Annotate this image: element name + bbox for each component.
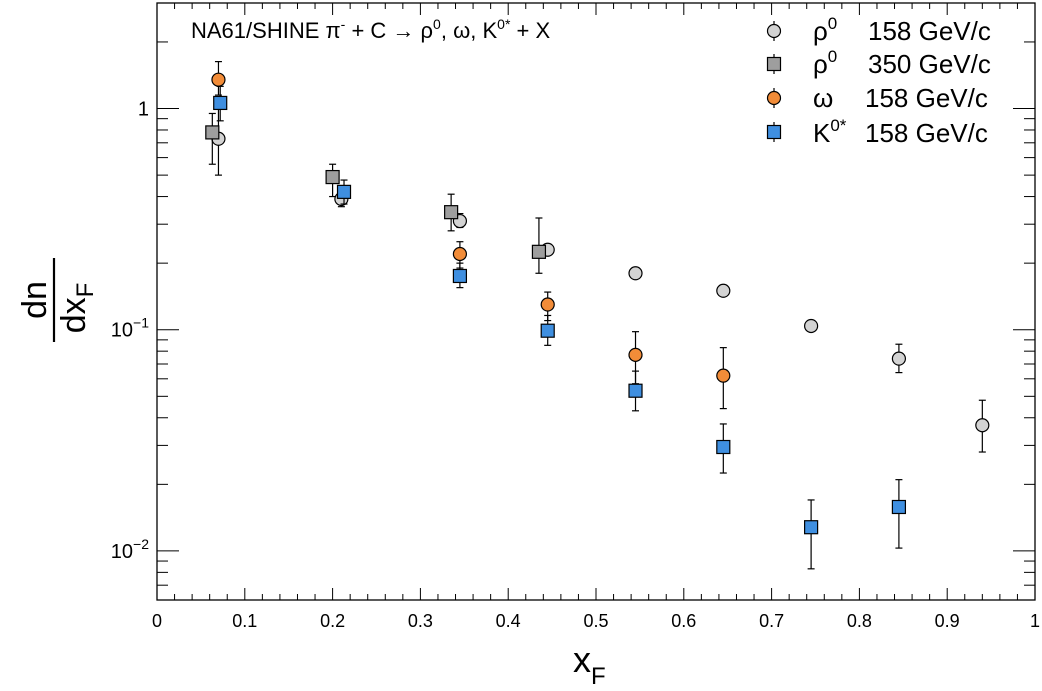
x-tick-label: 0.2 [320, 611, 345, 631]
data-point [540, 323, 555, 338]
data-point [804, 520, 819, 535]
legend-marker [766, 23, 782, 39]
x-tick-label: 0.5 [583, 611, 608, 631]
series-3 [213, 85, 907, 570]
series-2 [211, 61, 731, 410]
data-point [716, 283, 731, 298]
data-point [716, 368, 731, 383]
data-point [975, 418, 990, 433]
axes: 0 0.1 0.2 0.3 0.4 0.5 0.6 0.7 0.8 0.9 1 1 10−1 10−2 [111, 2, 1040, 631]
data-point [213, 95, 228, 111]
data-point [628, 383, 643, 398]
x-tick-label: 0 [152, 611, 162, 631]
data-point [325, 169, 340, 185]
y-tick-label: 10−1 [111, 315, 149, 342]
y-axis-label-numerator: dn [16, 281, 54, 319]
data-point [531, 244, 547, 259]
x-tick-label: 0.1 [232, 611, 257, 631]
data-point [444, 205, 459, 220]
x-tick-label: 0.7 [759, 611, 784, 631]
x-tick-label: 0.6 [671, 611, 696, 631]
data-point [452, 268, 468, 284]
chart-title: NA61/SHINE π- + C → ρ0, ω, K0* + X [191, 16, 550, 43]
legend-marker [766, 124, 782, 140]
series-1 [205, 112, 547, 274]
data-point [804, 318, 819, 334]
legend-marker-circle [766, 21, 782, 41]
y-tick-label: 10−2 [111, 536, 149, 563]
data-point [205, 125, 220, 140]
x-tick-label: 0.8 [847, 611, 872, 631]
legend-label: ω 158 GeV/c [813, 83, 988, 113]
x-axis-label: xF [573, 639, 606, 690]
data-point [336, 184, 352, 199]
x-tick-label: 1 [1030, 611, 1040, 631]
x-tick-label: 0.3 [408, 611, 433, 631]
y-axis-label: dn dxF [16, 258, 99, 342]
y-tick-label: 1 [138, 99, 149, 121]
data-point [211, 72, 226, 87]
legend-marker-square [766, 54, 782, 74]
legend-label: K0* 158 GeV/c [813, 116, 988, 148]
data-point [628, 347, 643, 362]
legend-entry-kstar-158: K0* 158 GeV/c [766, 116, 988, 148]
legend: ρ0 158 GeV/c ρ0 350 GeV/c ω 158 GeV/c K0* 15… [766, 14, 991, 148]
data-point [891, 499, 907, 515]
x-tick-label: 0.9 [935, 611, 960, 631]
legend-marker-square [766, 122, 782, 142]
legend-marker [766, 56, 782, 72]
data-point [540, 297, 555, 312]
legend-label: ρ0 350 GeV/c [813, 47, 991, 79]
data-point [891, 351, 907, 366]
legend-entry-rho-350: ρ0 350 GeV/c [766, 47, 991, 79]
data-layer [205, 61, 990, 570]
legend-marker [766, 90, 782, 106]
legend-marker-circle [766, 88, 782, 108]
series-0 [211, 98, 990, 453]
legend-label: ρ0 158 GeV/c [813, 14, 991, 46]
data-point [628, 266, 643, 281]
legend-entry-omega-158: ω 158 GeV/c [766, 83, 988, 113]
data-point [716, 439, 731, 455]
data-point [452, 246, 468, 262]
legend-entry-rho-158: ρ0 158 GeV/c [766, 14, 991, 46]
x-tick-label: 0.4 [496, 611, 521, 631]
y-axis-label-denominator: dxF [55, 283, 99, 334]
